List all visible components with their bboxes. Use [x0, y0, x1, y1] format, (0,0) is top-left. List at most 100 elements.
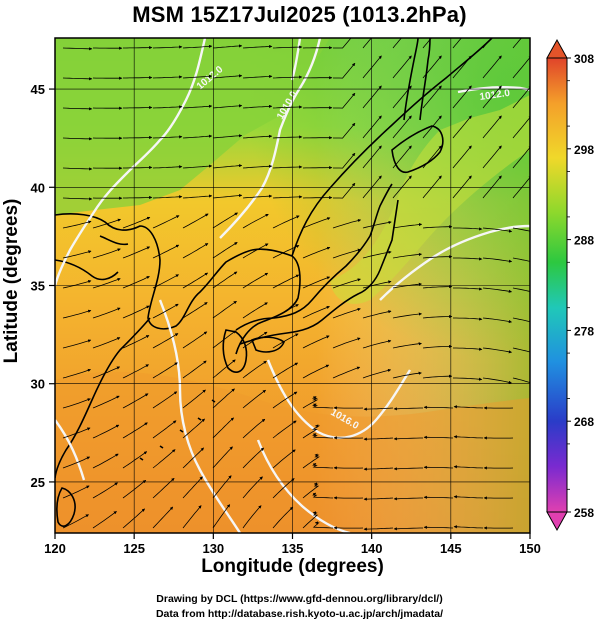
wind-streamline — [152, 45, 183, 49]
map-title: MSM 15Z17Jul2025 (1013.2hPa) — [132, 2, 467, 27]
wind-streamline — [272, 333, 299, 349]
wind-streamline — [512, 377, 530, 383]
wind-streamline — [453, 227, 483, 231]
wind-streamline — [362, 250, 392, 259]
wind-streamline — [272, 245, 300, 259]
wind-streamline — [482, 227, 513, 233]
wind-streamline — [302, 276, 331, 289]
wind-streamline — [272, 195, 303, 199]
wind-streamline — [122, 276, 150, 289]
wind-streamline — [182, 447, 204, 469]
wind-streamline — [312, 492, 334, 499]
wind-streamline — [92, 307, 121, 319]
wind-streamline — [362, 310, 392, 319]
wind-streamline — [423, 435, 454, 439]
wind-streamline — [482, 115, 502, 139]
wind-streamline — [272, 391, 298, 409]
wind-streamline — [272, 45, 303, 49]
wind-streamline — [453, 495, 484, 499]
wind-streamline — [333, 122, 356, 139]
isobar-label: 1012.0 — [479, 88, 511, 103]
wind-streamline — [92, 482, 118, 499]
wind-streamline — [453, 347, 483, 351]
wind-streamline — [453, 257, 483, 261]
y-axis-title: Latitude (degrees) — [1, 198, 22, 364]
wind-streamline — [182, 164, 213, 169]
wind-streamline — [122, 216, 151, 229]
wind-streamline — [272, 135, 303, 139]
wind-streamline — [62, 167, 93, 171]
wind-streamline — [272, 478, 295, 499]
wind-streamline — [453, 287, 483, 291]
wind-streamline — [123, 75, 153, 80]
wind-streamline — [423, 405, 454, 409]
wind-streamline — [62, 339, 92, 349]
wind-streamline — [363, 527, 394, 531]
wind-streamline — [482, 55, 502, 79]
wind-streamline — [312, 463, 334, 469]
wind-streamline — [393, 497, 423, 501]
wind-streamline — [182, 331, 208, 349]
wind-streamline — [122, 393, 149, 409]
wind-streamline — [302, 217, 331, 229]
wind-streamline — [242, 360, 267, 379]
wind-streamline — [422, 314, 453, 319]
wind-streamline — [392, 312, 423, 319]
wind-streamline — [272, 215, 300, 229]
wind-streamline — [242, 447, 265, 469]
wind-streamline — [302, 306, 330, 319]
wind-streamline — [392, 115, 412, 139]
wind-streamline — [182, 74, 213, 79]
wind-streamline — [422, 55, 442, 79]
wind-streamline — [152, 105, 183, 109]
wind-streamline — [392, 252, 423, 259]
wind-streamline — [152, 506, 174, 529]
wind-streamline — [272, 165, 303, 169]
wind-streamline — [512, 145, 530, 169]
y-tick-label: 35 — [31, 279, 45, 294]
wind-streamline — [422, 374, 453, 379]
wind-streamline — [182, 213, 209, 229]
wind-streamline — [242, 44, 273, 49]
wind-streamline — [332, 337, 361, 349]
wind-streamline — [182, 243, 209, 259]
wind-streamline — [62, 485, 90, 499]
colorbar-min-arrow — [546, 511, 568, 532]
wind-streamline — [212, 193, 243, 199]
wind-streamline — [362, 85, 382, 109]
wind-streamline — [152, 244, 180, 259]
wind-streamline — [332, 219, 362, 229]
wind-streamline — [242, 302, 268, 319]
y-tick-label: 30 — [31, 377, 45, 392]
wind-streamline — [152, 75, 183, 79]
colorbar-tick-label: 258 — [574, 506, 594, 520]
wind-streamline — [92, 278, 121, 289]
wind-streamline — [152, 449, 176, 469]
wind-streamline — [152, 215, 180, 229]
wind-streamline — [512, 317, 530, 323]
wind-streamline — [453, 405, 484, 409]
colorbar-tick-label: 308 — [574, 52, 594, 66]
wind-streamlines — [62, 38, 530, 531]
wind-streamline — [392, 38, 402, 49]
wind-streamline — [302, 364, 330, 379]
x-tick-label: 120 — [44, 541, 66, 556]
wind-streamline — [122, 305, 150, 319]
wind-streamline — [363, 497, 394, 501]
x-tick-label: 130 — [202, 541, 224, 556]
wind-streamline — [512, 257, 530, 262]
wind-streamline — [242, 134, 273, 139]
wind-streamline — [393, 407, 423, 411]
wind-streamline — [453, 435, 484, 439]
wind-streamline — [123, 45, 153, 50]
wind-streamline — [392, 342, 422, 349]
wind-streamline — [242, 194, 273, 199]
y-tick-label: 25 — [31, 475, 45, 490]
wind-streamline — [212, 475, 232, 499]
wind-streamline — [393, 437, 423, 441]
wind-streamline — [152, 420, 177, 439]
colorbar-scale — [546, 57, 568, 513]
wind-streamline — [92, 248, 121, 259]
wind-streamline — [512, 175, 530, 199]
wind-streamline — [333, 38, 352, 49]
